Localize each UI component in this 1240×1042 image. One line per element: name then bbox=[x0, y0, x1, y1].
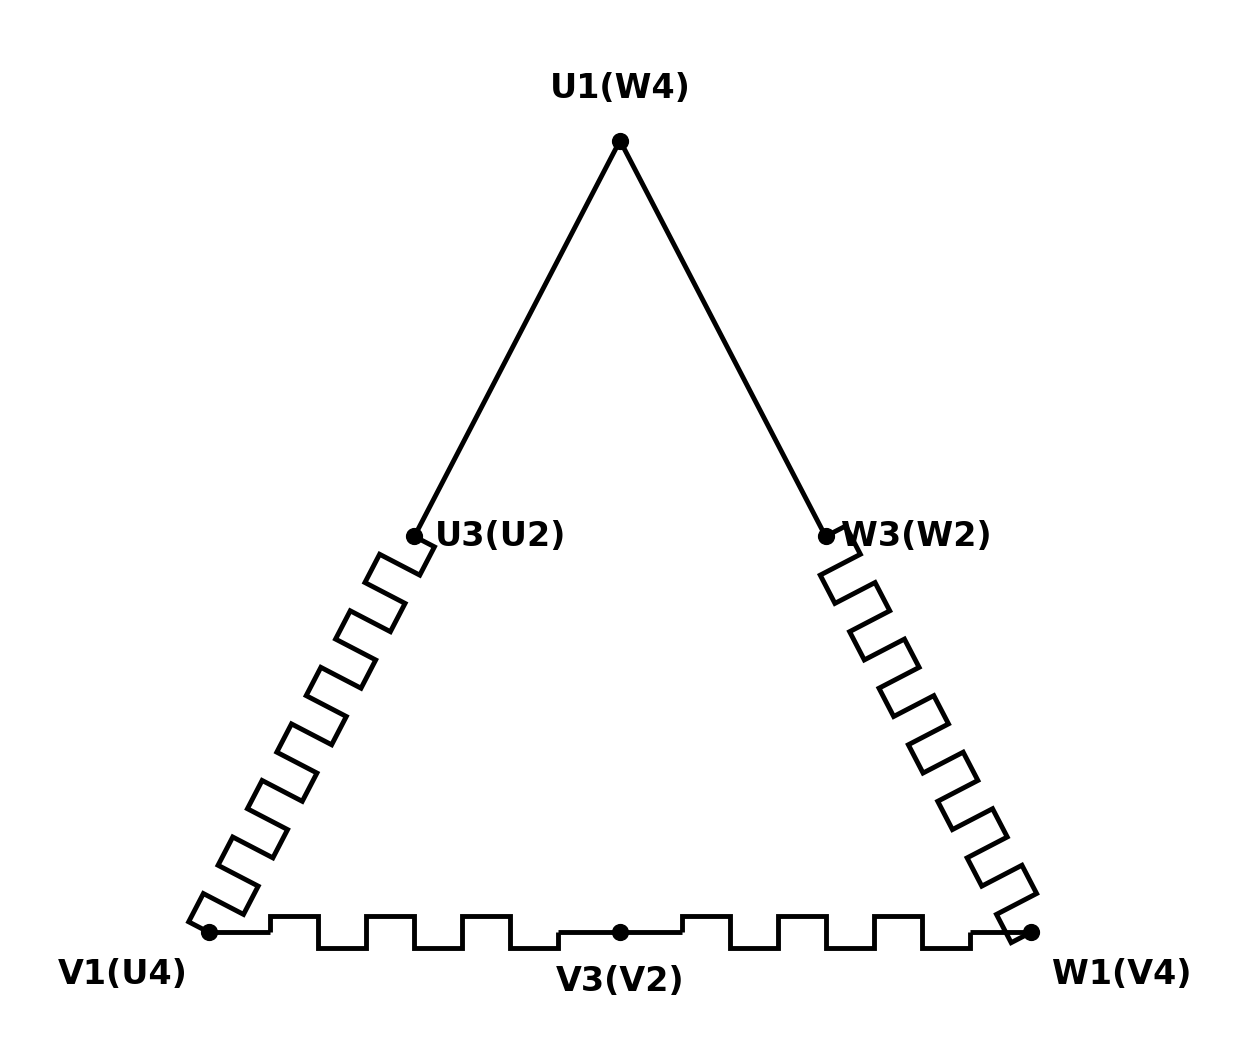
Text: V3(V2): V3(V2) bbox=[556, 965, 684, 998]
Point bbox=[610, 924, 630, 941]
Text: W3(W2): W3(W2) bbox=[841, 520, 992, 553]
Point bbox=[404, 528, 424, 545]
Text: U3(U2): U3(U2) bbox=[435, 520, 567, 553]
Text: V1(U4): V1(U4) bbox=[58, 958, 188, 991]
Text: W1(V4): W1(V4) bbox=[1052, 958, 1192, 991]
Point bbox=[610, 132, 630, 149]
Point bbox=[1022, 924, 1042, 941]
Point bbox=[816, 528, 836, 545]
Text: U1(W4): U1(W4) bbox=[549, 72, 691, 104]
Point bbox=[198, 924, 218, 941]
